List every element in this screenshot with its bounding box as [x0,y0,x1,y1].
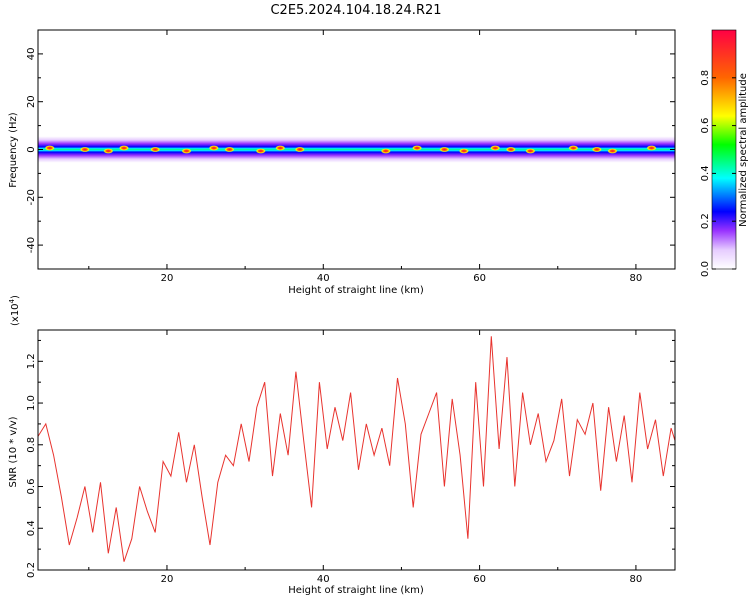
y-tick-label: -40 [26,237,37,253]
y-tick-label: 0.2 [26,562,37,578]
colorbar-gradient [711,29,737,270]
y-tick-label: 40 [26,48,37,61]
figure-title: C2E5.2024.104.18.24.R21 [270,3,441,18]
snr-y-axis-label: SNR (10 * v/v) [8,416,19,487]
spectral-hotspot [255,148,266,154]
spectral-hotspot [458,148,469,154]
spectral-hotspot [44,145,55,151]
y-tick-label: -20 [26,189,37,205]
x-tick-label: 40 [317,273,330,284]
spectrogram-y-axis-label: Frequency (Hz) [8,112,19,188]
spectral-hotspot [294,146,305,153]
snr-ticks: 20 40 60 80 0.2 0.4 0.6 0.8 1.0 1.2 [26,330,675,585]
x-tick-label: 40 [317,574,330,585]
spectral-hotspot [103,148,114,154]
x-tick-label: 80 [630,574,643,585]
snr-multiplier: (x104) [8,295,21,326]
spectral-hotspot [412,145,423,151]
snr-multiplier-text: (x104) [8,295,21,326]
spectral-hotspot [208,145,219,151]
y-tick-label: 20 [26,95,37,108]
y-tick-label: 0.6 [26,479,37,495]
spectral-hotspot [275,145,286,151]
spectral-hotspot [525,148,536,154]
spectral-hotspot [79,146,90,153]
snr-frame [37,329,676,571]
spectrogram-x-axis-label: Height of straight line (km) [288,285,424,296]
spectrogram-heatmap [38,136,675,163]
spectral-hotspot [118,145,129,151]
y-tick-label: 0.8 [26,437,37,453]
spectral-hotspot [439,146,450,153]
colorbar: 0.0 0.2 0.4 0.6 0.8 Normalized spectral ampl… [700,29,749,277]
x-tick-label: 80 [630,273,643,284]
y-tick-label: 0.4 [26,520,37,536]
spectral-hotspot [607,148,618,154]
spectral-hotspot [181,148,192,154]
colorbar-tick-label: 0.4 [700,165,711,181]
snr-series-line [38,336,675,562]
spectrogram-ticks: 20 40 60 80 -40 -20 0 20 40 [26,29,675,284]
y-tick-label: 1.2 [26,353,37,369]
spectral-hotspot [150,146,161,153]
colorbar-tick-label: 0.8 [700,70,711,86]
spectral-hotspot [568,145,579,151]
spectral-hotspot [505,146,516,153]
x-tick-label: 20 [161,574,174,585]
spectral-hotspot [224,146,235,153]
spectral-band [38,136,675,163]
colorbar-tick-label: 0.2 [700,213,711,229]
spectral-hotspot [380,148,391,154]
colorbar-ticks: 0.0 0.2 0.4 0.6 0.8 [700,70,736,277]
x-tick-label: 20 [161,273,174,284]
spectral-hotspot [646,145,657,151]
spectral-hotspot [490,145,501,151]
y-tick-label: 0 [26,146,37,152]
colorbar-tick-label: 0.6 [700,118,711,134]
x-tick-label: 60 [473,574,486,585]
spectrogram-panel: 20 40 60 80 -40 -20 0 20 40 Height of straight l… [8,29,676,296]
colorbar-label: Normalized spectral amplitude [738,73,749,227]
snr-x-axis-label: Height of straight line (km) [288,585,424,596]
x-tick-label: 60 [473,273,486,284]
y-tick-label: 1.0 [26,395,37,411]
spectral-hotspot [591,146,602,153]
colorbar-tick-label: 0.0 [700,261,711,277]
snr-panel: 20 40 60 80 0.2 0.4 0.6 0.8 1.0 1.2 Height of str… [8,295,676,596]
